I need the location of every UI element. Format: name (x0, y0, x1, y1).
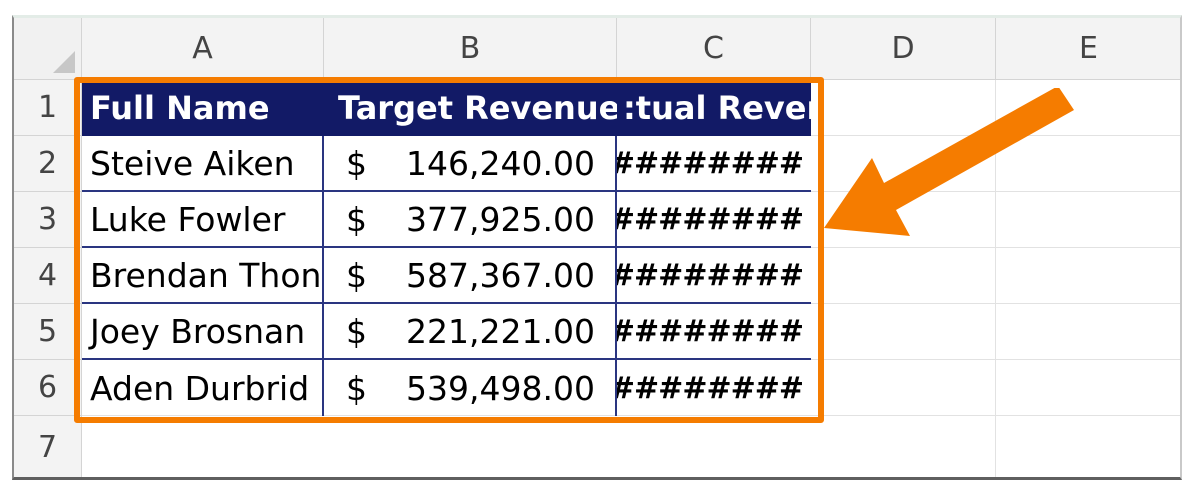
target-value: 221,221.00 (406, 311, 595, 351)
gridline (995, 80, 996, 477)
currency-symbol: $ (346, 199, 367, 239)
actual-value-overflow: ######### (617, 257, 804, 293)
row-header-5[interactable]: 5 (14, 304, 82, 360)
row-header-7[interactable]: 7 (14, 416, 82, 477)
cell-c1[interactable]: :tual Reven (617, 80, 811, 136)
target-value: 539,498.00 (406, 368, 595, 408)
column-header-label: E (1079, 31, 1098, 66)
orange-arrow-icon (824, 88, 1074, 236)
select-all-corner[interactable] (14, 18, 82, 80)
column-header-label: B (459, 31, 481, 66)
cell-a3[interactable]: Luke Fowler (82, 192, 324, 248)
header-full-name: Full Name (90, 89, 270, 127)
row-header-label: 6 (37, 370, 58, 405)
row-header-label: 5 (37, 314, 58, 349)
target-value: 146,240.00 (406, 143, 595, 183)
cell-a4[interactable]: Brendan Thon (82, 248, 324, 304)
actual-value-overflow: ######### (617, 145, 804, 181)
select-all-triangle-icon (53, 51, 75, 73)
name-value: Joey Brosnan (90, 311, 306, 351)
column-header-label: A (192, 31, 213, 66)
row-header-label: 2 (37, 146, 58, 181)
row-header-label: 7 (37, 430, 58, 465)
cell-a2[interactable]: Steive Aiken (82, 136, 324, 192)
row-header-4[interactable]: 4 (14, 248, 82, 304)
row-header-6[interactable]: 6 (14, 360, 82, 416)
row-header-3[interactable]: 3 (14, 192, 82, 248)
row-header-label: 4 (37, 258, 58, 293)
name-value: Aden Durbrid (90, 368, 310, 408)
cell-c3[interactable]: ######### (617, 192, 811, 248)
currency-symbol: $ (346, 255, 367, 295)
name-value: Brendan Thon (90, 255, 322, 295)
cell-b2[interactable]: $146,240.00 (324, 136, 617, 192)
cell-c6[interactable]: ######### (617, 360, 811, 416)
row-header-1[interactable]: 1 (14, 80, 82, 136)
cell-b5[interactable]: $221,221.00 (324, 304, 617, 360)
column-header-label: C (703, 31, 724, 66)
cell-b1[interactable]: Target Revenue (324, 80, 617, 136)
column-header-b[interactable]: B (324, 18, 617, 80)
currency-symbol: $ (346, 368, 367, 408)
cell-a1[interactable]: Full Name (82, 80, 324, 136)
target-value: 587,367.00 (406, 255, 595, 295)
gridline (82, 415, 1180, 416)
cell-c5[interactable]: ######### (617, 304, 811, 360)
cell-c2[interactable]: ######### (617, 136, 811, 192)
column-header-e[interactable]: E (996, 18, 1180, 80)
column-header-label: D (891, 31, 915, 66)
target-value: 377,925.00 (406, 199, 595, 239)
cell-a6[interactable]: Aden Durbrid (82, 360, 324, 416)
cell-b3[interactable]: $377,925.00 (324, 192, 617, 248)
column-header-a[interactable]: A (82, 18, 324, 80)
name-value: Luke Fowler (90, 199, 286, 239)
column-header-d[interactable]: D (811, 18, 996, 80)
name-value: Steive Aiken (90, 143, 295, 183)
header-target-revenue: Target Revenue (338, 89, 617, 127)
spreadsheet-grid: A B C D E 1 2 3 4 5 6 7 Full Name Target… (12, 15, 1182, 480)
row-header-label: 1 (37, 90, 58, 125)
column-header-c[interactable]: C (617, 18, 811, 80)
actual-value-overflow: ######### (617, 201, 804, 237)
cell-c4[interactable]: ######### (617, 248, 811, 304)
currency-symbol: $ (346, 143, 367, 183)
currency-symbol: $ (346, 311, 367, 351)
cell-a5[interactable]: Joey Brosnan (82, 304, 324, 360)
actual-value-overflow: ######### (617, 313, 804, 349)
cell-b6[interactable]: $539,498.00 (324, 360, 617, 416)
highlight-box (74, 77, 824, 423)
header-actual-revenue: :tual Reven (623, 89, 811, 127)
actual-value-overflow: ######### (617, 370, 804, 406)
cell-b4[interactable]: $587,367.00 (324, 248, 617, 304)
row-header-2[interactable]: 2 (14, 136, 82, 192)
row-header-label: 3 (37, 202, 58, 237)
